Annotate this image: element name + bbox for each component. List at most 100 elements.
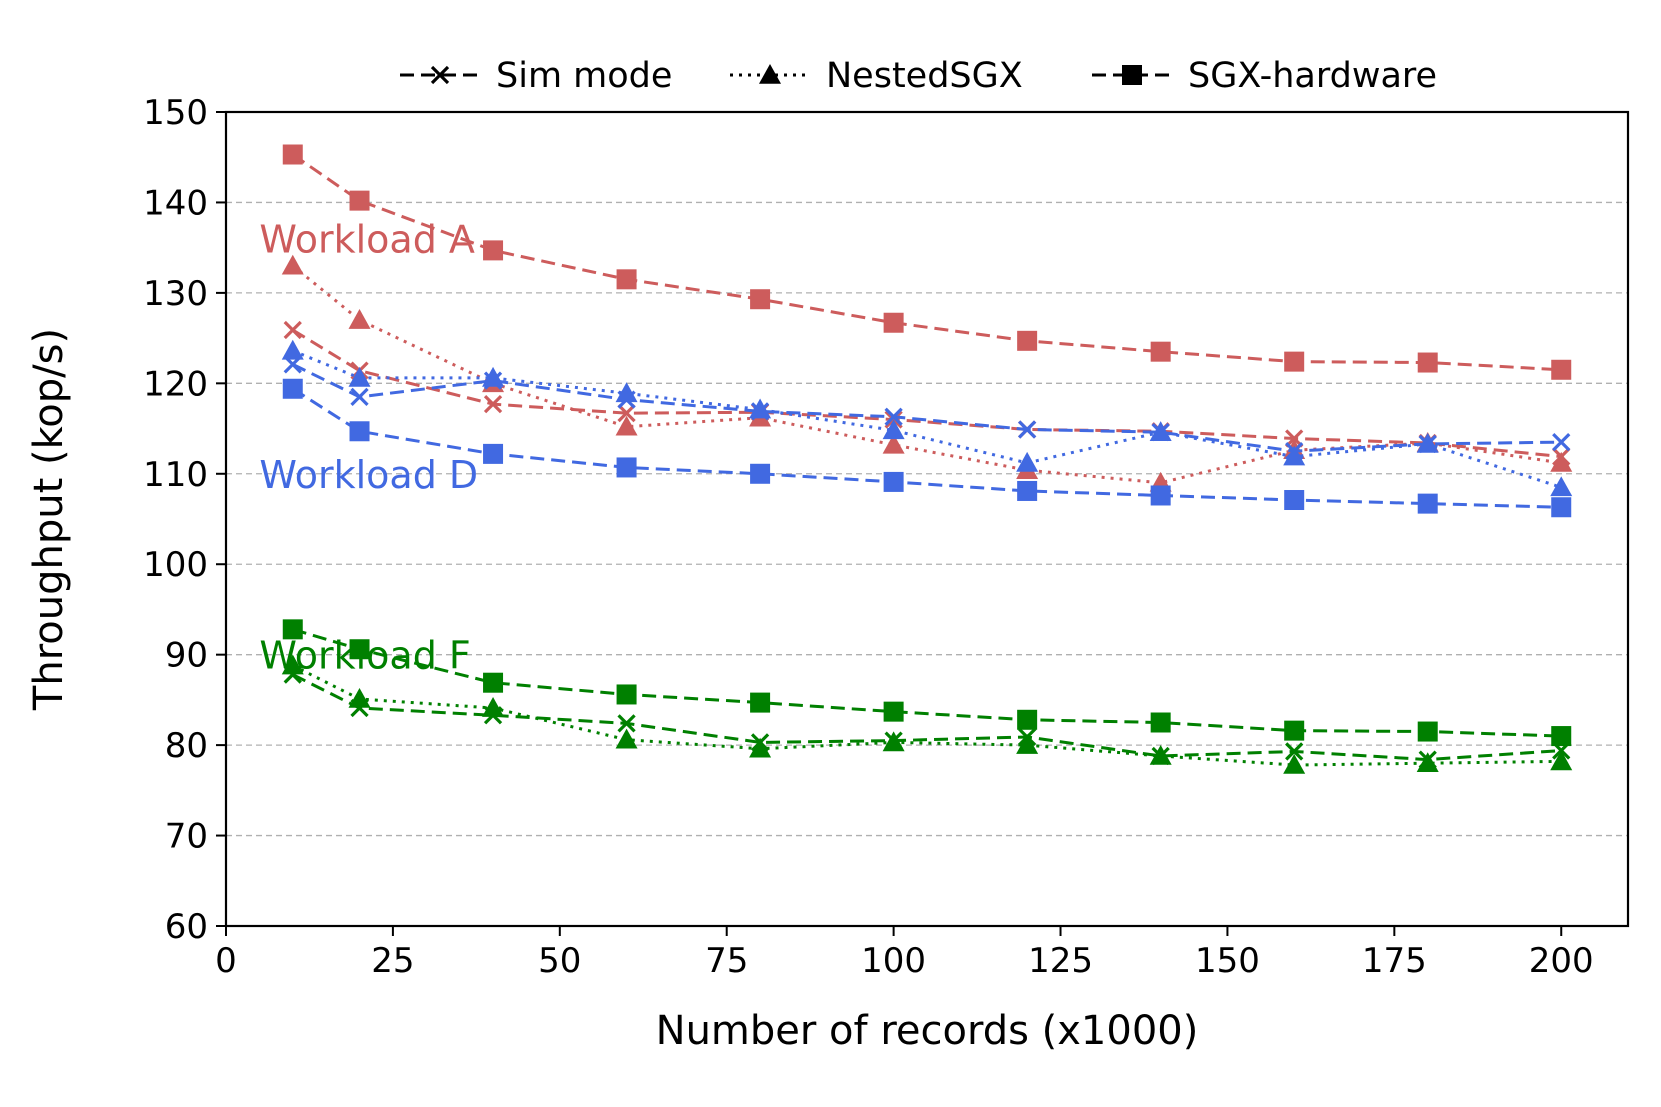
data-point bbox=[283, 320, 302, 340]
x-marker-stroke bbox=[617, 714, 636, 733]
data-point bbox=[1417, 721, 1438, 742]
x-marker-stroke bbox=[1018, 420, 1037, 439]
data-point bbox=[281, 654, 304, 675]
data-point bbox=[281, 339, 304, 360]
x-marker-stroke bbox=[617, 404, 636, 423]
series-line bbox=[292, 673, 1562, 762]
data-point bbox=[1550, 451, 1573, 472]
data-point bbox=[483, 240, 504, 261]
data-point bbox=[349, 190, 370, 211]
y-tick-label: 60 bbox=[165, 907, 208, 947]
data-point bbox=[750, 289, 771, 310]
series-layer bbox=[281, 144, 1573, 774]
data-point bbox=[883, 701, 904, 722]
data-point bbox=[1016, 451, 1039, 472]
data-point bbox=[1284, 351, 1305, 372]
data-point bbox=[750, 463, 771, 484]
data-point bbox=[1283, 445, 1306, 466]
y-tick-label: 150 bbox=[143, 93, 208, 133]
data-point bbox=[350, 387, 369, 407]
workload-1-group bbox=[281, 339, 1573, 518]
data-point bbox=[749, 737, 772, 758]
workload-label: Workload A bbox=[259, 218, 475, 262]
data-point bbox=[483, 395, 503, 414]
legend-marker bbox=[1122, 65, 1142, 85]
data-point bbox=[616, 684, 637, 705]
data-point bbox=[1149, 421, 1172, 441]
series-line bbox=[292, 349, 1562, 489]
data-point bbox=[1017, 330, 1038, 351]
x-axis-label: Number of records (x1000) bbox=[656, 1008, 1199, 1054]
data-point bbox=[1017, 709, 1038, 730]
data-point bbox=[617, 404, 636, 423]
x-tick-label: 50 bbox=[538, 941, 581, 981]
data-point bbox=[1417, 493, 1438, 514]
data-point bbox=[282, 619, 303, 640]
legend-entry: Sim mode bbox=[400, 56, 672, 96]
legend-entry: SGX-hardware bbox=[1092, 56, 1437, 96]
data-point bbox=[616, 457, 637, 478]
series-line bbox=[291, 387, 1562, 509]
data-point bbox=[1551, 726, 1572, 747]
x-marker-stroke bbox=[350, 387, 369, 407]
data-point bbox=[616, 269, 637, 290]
data-point bbox=[749, 398, 772, 419]
data-point bbox=[1018, 420, 1037, 439]
x-marker-stroke bbox=[884, 407, 903, 426]
x-tick-label: 125 bbox=[1028, 941, 1093, 981]
series-line bbox=[291, 264, 1562, 485]
data-point bbox=[750, 692, 771, 713]
data-point bbox=[1285, 742, 1304, 761]
x-marker-stroke bbox=[483, 395, 503, 414]
data-point bbox=[883, 471, 904, 492]
legend-label: Sim mode bbox=[496, 56, 672, 96]
data-point bbox=[1150, 485, 1171, 506]
x-marker-stroke bbox=[430, 65, 450, 85]
data-point bbox=[1550, 476, 1573, 497]
y-tick-label: 120 bbox=[143, 364, 208, 404]
data-point bbox=[1416, 432, 1439, 453]
series-line bbox=[292, 627, 1562, 738]
axis-ticks: 0 25 50 75 100 125 150 175 200 60 70 80 90 100 110 120 1… bbox=[143, 93, 1594, 981]
grid-lines bbox=[226, 201, 1628, 837]
data-point bbox=[482, 697, 505, 717]
data-point bbox=[615, 415, 638, 436]
workload-label: Workload D bbox=[259, 453, 478, 497]
data-point bbox=[1283, 754, 1306, 774]
data-point bbox=[884, 407, 903, 426]
data-point bbox=[882, 419, 905, 440]
data-point bbox=[1149, 744, 1172, 765]
x-tick-label: 175 bbox=[1362, 941, 1427, 981]
y-axis-label: Throughput (kop/s) bbox=[26, 328, 72, 711]
data-point bbox=[882, 433, 905, 454]
y-tick-label: 70 bbox=[165, 817, 208, 857]
data-point bbox=[1551, 497, 1572, 518]
data-point bbox=[281, 254, 304, 275]
series-line bbox=[291, 328, 1562, 459]
series-line bbox=[292, 362, 1562, 453]
y-tick-label: 80 bbox=[165, 726, 208, 766]
data-point bbox=[1284, 490, 1305, 511]
data-point bbox=[348, 366, 371, 387]
legend-entry: NestedSGX bbox=[730, 56, 1023, 96]
series-line bbox=[291, 153, 1562, 372]
data-point bbox=[617, 714, 636, 733]
data-point bbox=[282, 144, 303, 165]
plot-frame bbox=[224, 110, 1630, 928]
legend: Sim mode NestedSGX SGX-hardware bbox=[400, 56, 1437, 96]
data-point bbox=[883, 312, 904, 333]
y-tick-label: 90 bbox=[165, 636, 208, 676]
data-point bbox=[483, 443, 504, 464]
data-point bbox=[1150, 712, 1171, 733]
data-point bbox=[348, 687, 371, 708]
data-point bbox=[1550, 750, 1573, 771]
x-tick-label: 75 bbox=[705, 941, 748, 981]
legend-marker bbox=[430, 65, 450, 85]
y-tick-label: 140 bbox=[143, 183, 208, 223]
workload-2-group bbox=[281, 619, 1573, 774]
data-point bbox=[349, 421, 370, 442]
data-point bbox=[1551, 359, 1572, 380]
data-point bbox=[282, 378, 303, 399]
legend-marker bbox=[759, 64, 781, 84]
